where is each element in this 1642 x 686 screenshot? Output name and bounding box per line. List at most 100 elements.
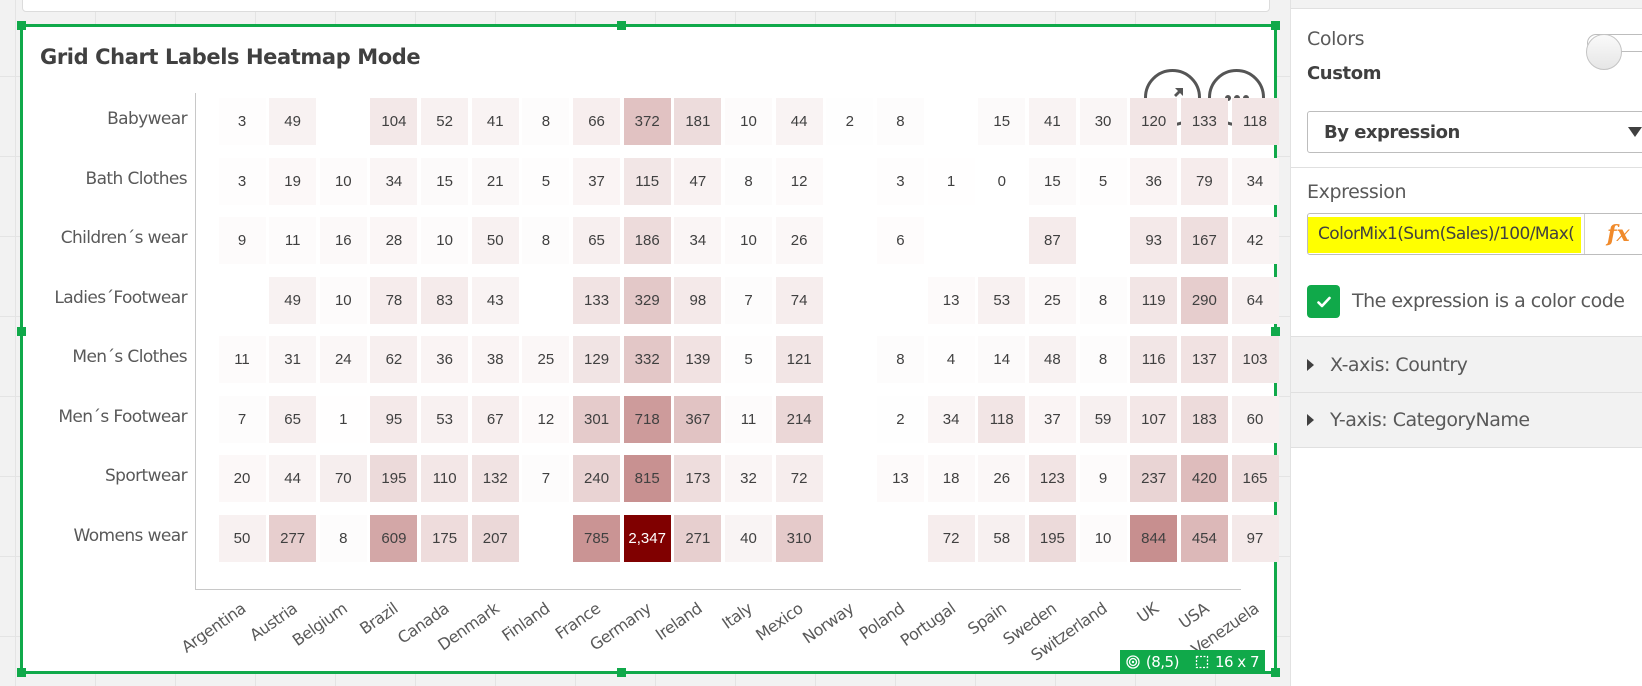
y-axis-label[interactable]: Ladies´Footwear [54, 287, 187, 308]
heatmap-cell[interactable]: 104 [370, 98, 418, 145]
heatmap-cell[interactable]: 119 [1130, 276, 1178, 324]
heatmap-cell[interactable]: 175 [421, 514, 469, 562]
heatmap-cell[interactable]: 53 [978, 276, 1026, 324]
heatmap-cell[interactable]: 785 [573, 514, 621, 562]
heatmap-cell[interactable]: 3 [218, 98, 266, 145]
previous-chart-card[interactable] [22, 0, 1270, 12]
x-axis-label[interactable]: Finland [498, 598, 554, 646]
heatmap-cell[interactable]: 7 [218, 395, 266, 443]
heatmap-cell[interactable]: 24 [319, 336, 367, 383]
heatmap-cell[interactable]: 120 [1130, 98, 1178, 145]
heatmap-cell[interactable]: 129 [573, 336, 621, 383]
heatmap-cell[interactable]: 64 [1231, 276, 1279, 324]
heatmap-cell[interactable]: 9 [218, 217, 266, 264]
y-axis-label[interactable]: Sportwear [104, 466, 188, 486]
heatmap-cell[interactable]: 36 [1130, 157, 1178, 205]
heatmap-cell[interactable]: 8 [1079, 276, 1127, 324]
heatmap-cell[interactable]: 118 [978, 395, 1026, 443]
heatmap-cell[interactable]: 31 [269, 336, 317, 383]
x-axis-label[interactable]: Belgium [288, 598, 351, 650]
heatmap-cell[interactable]: 815 [623, 455, 671, 502]
heatmap-cell[interactable]: 133 [1180, 98, 1228, 145]
heatmap-cell[interactable]: 8 [876, 98, 924, 145]
heatmap-cell[interactable]: 214 [775, 395, 823, 443]
heatmap-cell[interactable]: 181 [674, 98, 722, 145]
heatmap-cell[interactable]: 195 [1028, 514, 1076, 562]
heatmap-cell[interactable]: 1 [319, 395, 367, 443]
heatmap-cell[interactable]: 121 [775, 336, 823, 383]
x-axis-label[interactable]: Mexico [752, 598, 807, 645]
heatmap-cell[interactable]: 3 [218, 157, 266, 205]
heatmap-cell[interactable]: 44 [775, 98, 823, 145]
heatmap-cell[interactable]: 40 [725, 514, 772, 562]
y-axis-label[interactable]: Womens wear [73, 525, 188, 546]
heatmap-cell[interactable]: 2,347 [623, 514, 671, 562]
heatmap-cell[interactable]: 65 [573, 217, 621, 264]
toggle-knob[interactable] [1586, 34, 1622, 70]
resize-handle-bottom-left[interactable] [17, 668, 26, 677]
heatmap-cell[interactable]: 28 [370, 217, 418, 264]
resize-handle-left[interactable] [17, 327, 26, 336]
heatmap-cell[interactable]: 59 [1079, 395, 1127, 443]
heatmap-cell[interactable]: 8 [876, 336, 924, 383]
heatmap-cell[interactable]: 0 [978, 157, 1026, 205]
heatmap-cell[interactable]: 8 [725, 157, 772, 205]
heatmap-cell[interactable]: 34 [927, 395, 975, 443]
heatmap-cell[interactable]: 115 [623, 157, 671, 205]
heatmap-cell[interactable]: 16 [319, 217, 367, 264]
x-axis-label[interactable]: UK [1132, 598, 1162, 627]
heatmap-cell[interactable]: 10 [319, 157, 367, 205]
heatmap-cell[interactable]: 13 [927, 276, 975, 324]
heatmap-cell[interactable]: 34 [1231, 157, 1279, 205]
heatmap-cell[interactable]: 37 [1028, 395, 1076, 443]
heatmap-cell[interactable]: 195 [370, 455, 418, 502]
heatmap-cell[interactable]: 95 [370, 395, 418, 443]
heatmap-cell[interactable]: 5 [725, 336, 772, 383]
heatmap-cell[interactable]: 25 [522, 336, 570, 383]
heatmap-cell[interactable]: 72 [775, 455, 823, 502]
heatmap-cell[interactable]: 36 [421, 336, 469, 383]
heatmap-cell[interactable]: 2 [876, 395, 924, 443]
heatmap-cell[interactable]: 271 [674, 514, 722, 562]
heatmap-cell[interactable]: 32 [725, 455, 772, 502]
heatmap-cell[interactable]: 62 [370, 336, 418, 383]
heatmap-cell[interactable]: 41 [1028, 98, 1076, 145]
heatmap-cell[interactable]: 15 [1028, 157, 1076, 205]
x-axis-label[interactable]: Italy [718, 598, 756, 633]
x-axis-label[interactable]: Norway [799, 598, 858, 648]
heatmap-cell[interactable]: 34 [370, 157, 418, 205]
heatmap-cell[interactable]: 8 [319, 514, 367, 562]
heatmap-cell[interactable]: 34 [674, 217, 722, 264]
heatmap-cell[interactable]: 48 [1028, 336, 1076, 383]
heatmap-cell[interactable]: 6 [876, 217, 924, 264]
heatmap-cell[interactable]: 87 [1028, 217, 1076, 264]
heatmap-cell[interactable]: 103 [1231, 336, 1279, 383]
heatmap-cell[interactable]: 70 [319, 455, 367, 502]
x-axis-label[interactable]: Portugal [896, 598, 959, 650]
heatmap-cell[interactable]: 1 [927, 157, 975, 205]
resize-handle-bottom-right[interactable] [1271, 668, 1280, 677]
heatmap-cell[interactable]: 12 [775, 157, 823, 205]
heatmap-cell[interactable]: 98 [674, 276, 722, 324]
heatmap-cell[interactable]: 58 [978, 514, 1026, 562]
heatmap-cell[interactable]: 10 [1079, 514, 1127, 562]
heatmap-cell[interactable]: 310 [775, 514, 823, 562]
heatmap-cell[interactable]: 173 [674, 455, 722, 502]
color-mode-select[interactable]: By expression [1307, 111, 1642, 153]
y-axis-section[interactable]: Y-axis: CategoryName [1291, 392, 1642, 448]
heatmap-cell[interactable]: 50 [471, 217, 519, 264]
heatmap-cell[interactable]: 83 [421, 276, 469, 324]
heatmap-cell[interactable]: 167 [1180, 217, 1228, 264]
heatmap-cell[interactable]: 3 [876, 157, 924, 205]
heatmap-cell[interactable]: 25 [1028, 276, 1076, 324]
heatmap-cell[interactable]: 5 [522, 157, 570, 205]
resize-handle-top[interactable] [617, 21, 626, 30]
heatmap-cell[interactable]: 290 [1180, 276, 1228, 324]
heatmap-cell[interactable]: 5 [1079, 157, 1127, 205]
heatmap-cell[interactable]: 41 [471, 98, 519, 145]
y-axis-label[interactable]: Bath Clothes [85, 168, 188, 189]
color-code-checkbox[interactable] [1307, 285, 1340, 318]
heatmap-cell[interactable]: 367 [674, 395, 722, 443]
heatmap-cell[interactable]: 10 [725, 217, 772, 264]
heatmap-cell[interactable]: 52 [421, 98, 469, 145]
